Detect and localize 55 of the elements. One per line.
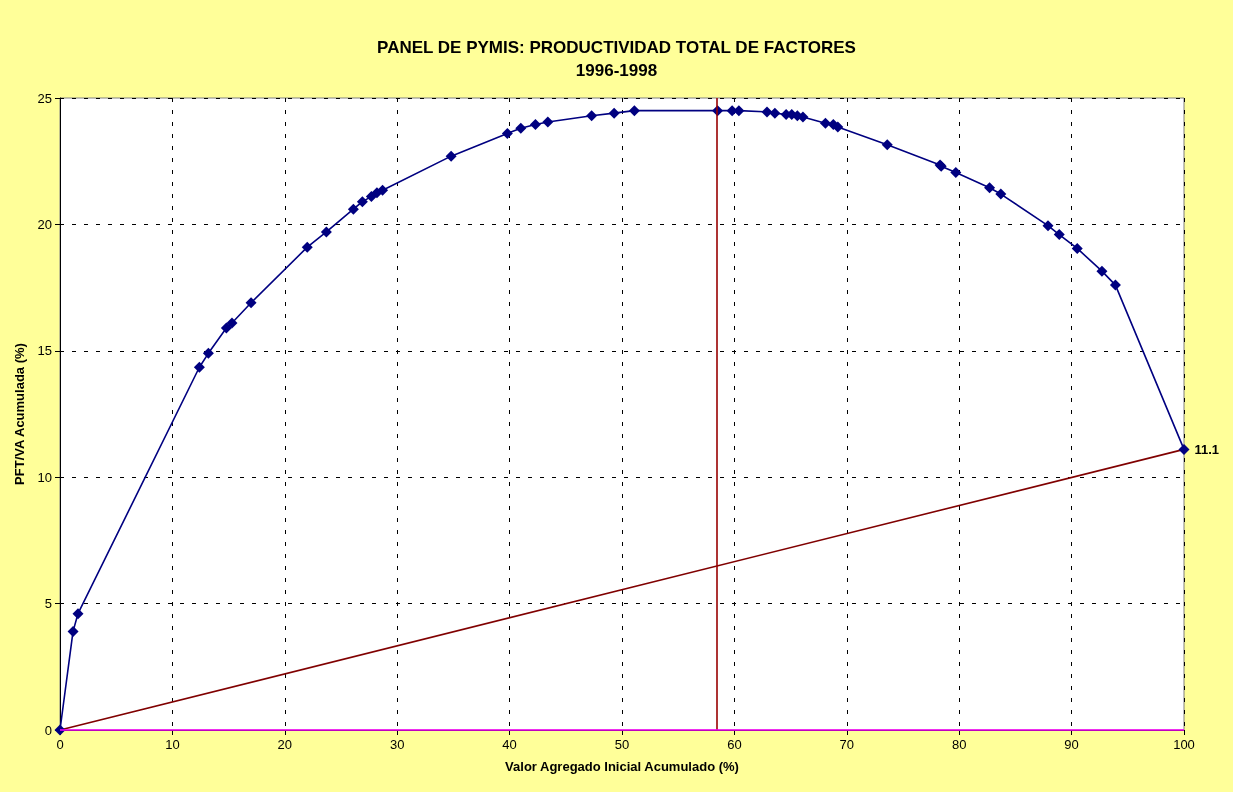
y-tick-label: 25 (37, 90, 52, 106)
point (1053, 229, 1065, 241)
x-tick-label: 80 (951, 737, 967, 752)
x-tick-label: 60 (727, 737, 742, 752)
y-axis-title: PFT/VA Acumulada (%) (12, 343, 27, 485)
point (586, 110, 598, 122)
point (1109, 279, 1121, 291)
point (347, 203, 359, 215)
point (1096, 265, 1108, 277)
point (1178, 443, 1190, 455)
point (542, 116, 554, 128)
chart-title: PANEL DE PYMIS: PRODUCTIVIDAD TOTAL DE FACTORES (377, 38, 856, 57)
y-tick-label: 5 (44, 596, 52, 612)
point (377, 184, 389, 196)
point (501, 127, 513, 139)
point (628, 105, 640, 117)
point (515, 122, 527, 134)
point (881, 139, 893, 151)
point (301, 241, 313, 253)
point (193, 361, 205, 373)
x-tick-label: 40 (502, 737, 517, 752)
y-tick-label: 20 (37, 216, 52, 232)
x-tick-label: 30 (389, 737, 405, 752)
point (769, 107, 781, 119)
data-label: 11.1 (1194, 441, 1220, 457)
x-tick-label: 100 (1173, 737, 1195, 752)
point (819, 117, 831, 129)
point (202, 347, 214, 359)
point (995, 188, 1007, 200)
x-tick-label: 50 (614, 737, 630, 752)
point (67, 625, 79, 637)
chart-subtitle: 1996-1998 (575, 61, 658, 80)
point (1071, 242, 1083, 254)
x-tick-label: 10 (165, 737, 180, 752)
x-tick-label: 0 (56, 737, 64, 752)
y-tick-label: 0 (44, 722, 52, 738)
y-tick-label: 10 (37, 469, 52, 485)
point (356, 196, 368, 208)
point (950, 167, 962, 179)
x-tick-label: 90 (1064, 737, 1079, 752)
point (320, 226, 332, 238)
point (1042, 220, 1054, 232)
point (72, 608, 84, 620)
y-tick-label: 15 (37, 343, 52, 359)
point (608, 107, 620, 119)
point (445, 150, 457, 162)
x-tick-label: 70 (839, 737, 855, 752)
point (226, 317, 238, 329)
x-tick-label: 20 (277, 737, 293, 752)
point (220, 322, 232, 334)
point (984, 182, 996, 194)
point (761, 106, 773, 118)
x-axis-title: Valor Agregado Inicial Acumulado (%) (505, 759, 739, 774)
point (245, 297, 257, 309)
point (529, 119, 541, 131)
